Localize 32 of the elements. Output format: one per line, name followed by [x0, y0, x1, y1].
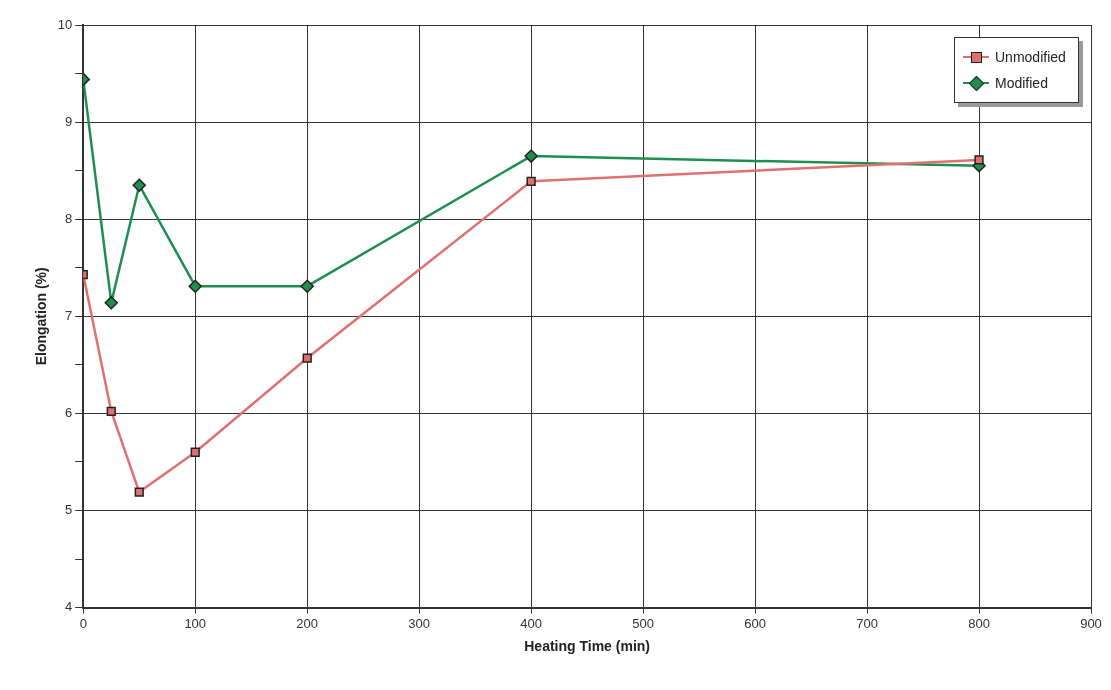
y-tick-label: 10: [57, 16, 73, 32]
point: [300, 279, 314, 293]
y-tick-label: 5: [65, 502, 73, 518]
x-axis-title: Heating Time (min): [524, 638, 651, 655]
point: [104, 295, 118, 310]
y-axis-title: Elongation (%): [33, 267, 50, 366]
y-tick-label: 6: [65, 404, 73, 420]
point: [974, 155, 984, 165]
x-tick-label: 900: [1080, 615, 1102, 631]
point: [302, 353, 312, 363]
x-tick-label: 600: [744, 615, 766, 631]
x-tick-label: 700: [856, 615, 878, 631]
y-tick-label: 4: [65, 599, 73, 615]
legend-label: Modified: [995, 75, 1048, 91]
y-tick-label: 9: [65, 113, 73, 129]
x-tick-label: 300: [408, 615, 431, 631]
point: [524, 149, 538, 163]
point: [106, 406, 116, 417]
x-tick-label: 500: [632, 615, 654, 631]
point: [132, 178, 146, 192]
x-tick-label: 800: [968, 615, 990, 631]
y-tick-label: 8: [65, 210, 73, 226]
x-tick-label: 200: [296, 615, 319, 631]
point: [188, 279, 202, 293]
y-tick-label: 7: [65, 307, 73, 323]
x-tick-label: 0: [79, 615, 87, 631]
x-tick-label: 400: [520, 615, 542, 631]
point: [134, 487, 144, 497]
point: [526, 176, 536, 186]
point: [190, 447, 200, 457]
legend-label: Unmodified: [995, 49, 1066, 65]
x-tick-label: 100: [184, 615, 207, 631]
